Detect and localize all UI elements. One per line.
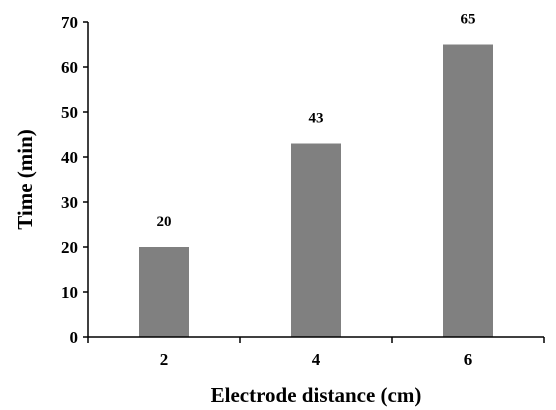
- bar: [139, 247, 189, 337]
- y-axis-title: Time (min): [13, 129, 37, 230]
- x-tick-label: 4: [312, 350, 321, 369]
- y-tick-label: 20: [61, 238, 78, 257]
- y-axis-ticks: 0 10 20 30 40 50 60 70: [61, 13, 88, 347]
- data-labels-group: 20 43 65: [157, 12, 476, 231]
- x-axis-ticks: 2 4 6: [87, 337, 545, 369]
- x-tick-label: 6: [464, 350, 473, 369]
- bar: [443, 44, 493, 337]
- bar-value-label: 43: [309, 111, 324, 127]
- y-tick-label: 0: [70, 328, 79, 347]
- bars-group: [139, 44, 493, 337]
- x-tick-label: 2: [160, 350, 169, 369]
- y-tick-label: 70: [61, 13, 78, 32]
- bar-value-label: 65: [461, 12, 476, 28]
- y-tick-label: 40: [61, 148, 78, 167]
- bar-value-label: 20: [157, 214, 172, 230]
- x-axis-title: Electrode distance (cm): [211, 383, 422, 407]
- y-tick-label: 10: [61, 283, 78, 302]
- y-tick-label: 30: [61, 193, 78, 212]
- y-tick-label: 50: [61, 103, 78, 122]
- bar: [291, 143, 341, 337]
- y-tick-label: 60: [61, 58, 78, 77]
